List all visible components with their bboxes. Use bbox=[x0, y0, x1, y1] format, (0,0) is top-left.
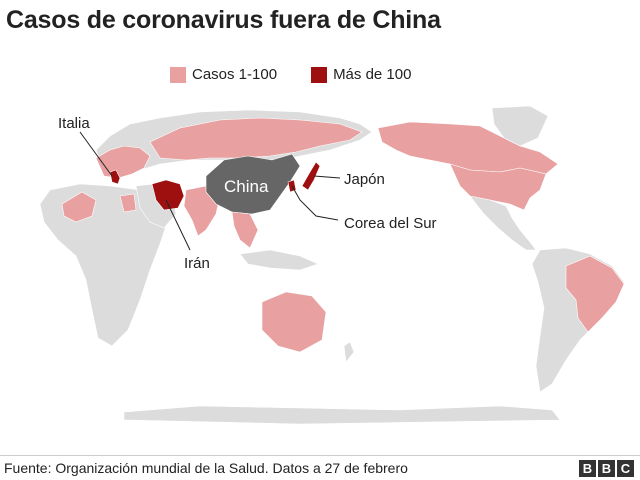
japan bbox=[301, 161, 321, 191]
algeria bbox=[61, 191, 97, 223]
bbc-logo-letter-1: B bbox=[579, 460, 596, 477]
legend-swatch-high bbox=[311, 66, 328, 83]
iran bbox=[151, 179, 185, 211]
label-iran: Irán bbox=[184, 255, 210, 272]
footer-divider bbox=[0, 455, 640, 456]
legend: Casos 1-100 Más de 100 bbox=[170, 66, 445, 83]
chart-title: Casos de coronavirus fuera de China bbox=[6, 6, 441, 34]
southeast-asia bbox=[231, 211, 259, 249]
china bbox=[205, 153, 301, 215]
italy bbox=[109, 169, 121, 185]
antarctica bbox=[123, 405, 561, 425]
russia bbox=[149, 117, 363, 161]
australia bbox=[261, 291, 327, 353]
legend-label-low: Casos 1-100 bbox=[192, 66, 278, 83]
indonesia bbox=[239, 249, 319, 271]
greenland bbox=[491, 105, 549, 147]
egypt bbox=[119, 193, 137, 213]
corea-leader bbox=[291, 185, 339, 221]
legend-label-high: Más de 100 bbox=[333, 66, 412, 83]
label-china: China bbox=[224, 177, 269, 196]
bbc-logo: B B C bbox=[577, 460, 634, 477]
legend-item-low: Casos 1-100 bbox=[170, 66, 277, 83]
legend-swatch-low bbox=[170, 66, 186, 83]
bbc-logo-letter-3: C bbox=[617, 460, 634, 477]
new-zealand bbox=[343, 341, 355, 363]
source-note: Fuente: Organización mundial de la Salud… bbox=[4, 460, 408, 476]
brazil bbox=[565, 255, 625, 333]
label-corea: Corea del Sur bbox=[344, 215, 437, 232]
legend-item-high: Más de 100 bbox=[311, 66, 411, 83]
label-italia: Italia bbox=[58, 115, 90, 132]
world-map: Italia Irán China Japón Corea del Sur bbox=[39, 105, 625, 425]
iran-leader bbox=[165, 199, 191, 251]
bbc-logo-letter-2: B bbox=[598, 460, 615, 477]
italia-leader bbox=[79, 131, 113, 177]
mexico bbox=[469, 195, 537, 251]
japon-leader bbox=[313, 175, 341, 179]
label-japon: Japón bbox=[344, 171, 385, 188]
